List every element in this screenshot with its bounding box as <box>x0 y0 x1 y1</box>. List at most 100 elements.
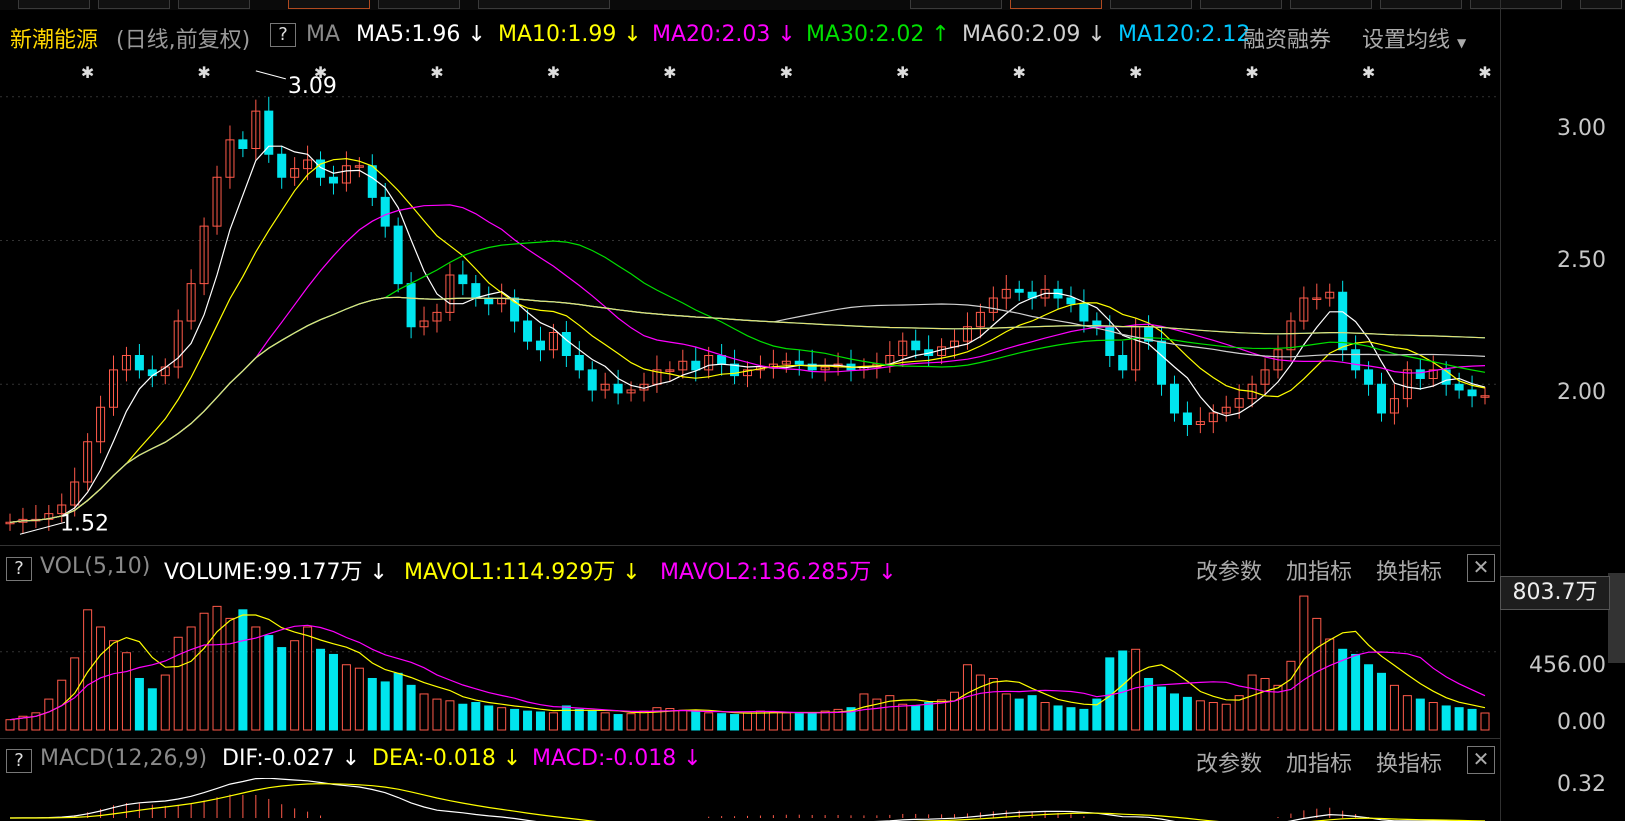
scroll-handle[interactable] <box>1608 573 1625 663</box>
volume-bar <box>1001 693 1011 731</box>
toolbar-tab[interactable] <box>1580 0 1622 9</box>
swap-indicator-link[interactable]: 换指标 <box>1376 752 1443 777</box>
candle-body <box>121 355 131 371</box>
candle-body <box>1364 369 1374 385</box>
candle-body <box>510 297 520 322</box>
macd-indicator-label[interactable]: MACD(12,26,9) <box>40 746 208 771</box>
toolbar-tab[interactable] <box>1380 0 1462 9</box>
toolbar-tab[interactable] <box>478 0 610 9</box>
toolbar-tab[interactable] <box>1290 0 1372 9</box>
price-chart[interactable]: ✱ ✱ ✱ ✱ ✱ ✱ ✱ ✱ ✱ ✱ ✱ ✱ ✱3.091.52 <box>0 58 1500 538</box>
volume-bar <box>626 713 636 731</box>
candle-body <box>458 274 468 285</box>
ma60-line <box>9 296 1486 523</box>
candle-body <box>898 340 908 356</box>
volume-bar <box>1014 698 1024 731</box>
candle-body <box>781 360 791 365</box>
low-price-label: 1.52 <box>60 511 109 536</box>
volume-bar <box>833 708 843 731</box>
volume-bar <box>1195 700 1205 731</box>
add-indicator-link[interactable]: 加指标 <box>1286 560 1353 585</box>
candle-body <box>1221 406 1231 414</box>
volume-bar <box>1402 695 1412 731</box>
volume-tick-label: 0.00 <box>1557 710 1606 735</box>
help-icon[interactable]: ? <box>6 749 32 773</box>
volume-bar <box>44 698 54 731</box>
candle-body <box>70 481 80 506</box>
volume-bar <box>458 703 468 731</box>
macd-tick-label: 0.32 <box>1557 772 1606 797</box>
swap-indicator-link[interactable]: 换指标 <box>1376 560 1443 585</box>
volume-bar <box>652 707 662 731</box>
volume-bar <box>755 710 765 731</box>
toolbar-tab[interactable] <box>1010 0 1102 9</box>
help-icon[interactable]: ? <box>6 557 32 581</box>
event-marker-icon: ✱ <box>780 63 793 82</box>
volume-bar <box>872 698 882 731</box>
toolbar-tab[interactable] <box>18 0 90 9</box>
toolbar-tab[interactable] <box>1200 0 1282 9</box>
volume-bar <box>911 705 921 731</box>
candle-body <box>1454 383 1464 391</box>
event-marker-icon: ✱ <box>1129 63 1142 82</box>
volume-bar <box>885 695 895 731</box>
stock-name[interactable]: 新潮能源 <box>10 28 99 53</box>
candle-body <box>199 225 209 285</box>
volume-bar <box>5 719 15 731</box>
top-toolbar-strip <box>0 0 1625 10</box>
toolbar-tab[interactable] <box>1470 0 1562 9</box>
volume-bar <box>367 677 377 731</box>
volume-bar <box>807 712 817 731</box>
candle-body <box>1157 340 1167 385</box>
toolbar-tab[interactable] <box>98 0 170 9</box>
volume-chart[interactable] <box>0 586 1500 736</box>
change-params-link[interactable]: 改参数 <box>1196 560 1263 585</box>
volume-bar <box>173 636 183 731</box>
candle-body <box>354 165 364 168</box>
toolbar-tab[interactable] <box>1110 0 1192 9</box>
margin-trading-link[interactable]: 融资融券 <box>1243 28 1332 53</box>
volume-bar <box>83 609 93 731</box>
candle-body <box>1066 297 1076 305</box>
close-icon[interactable]: ✕ <box>1467 746 1495 774</box>
candle-body <box>600 383 610 391</box>
candle-body <box>1351 349 1361 371</box>
add-indicator-link[interactable]: 加指标 <box>1286 752 1353 777</box>
volume-bar <box>290 640 300 731</box>
help-icon[interactable]: ? <box>270 23 296 47</box>
event-marker-icon: ✱ <box>430 63 443 82</box>
close-icon[interactable]: ✕ <box>1467 554 1495 582</box>
event-marker-icon: ✱ <box>547 63 560 82</box>
volume-bar <box>898 703 908 731</box>
candle-body <box>238 139 248 149</box>
macd-header: ? MACD(12,26,9) DIF:-0.027 ↓ DEA:-0.018 … <box>0 740 1500 778</box>
candle-body <box>419 320 429 328</box>
period-label: (日线,前复权) <box>116 28 251 53</box>
candle-body <box>1208 412 1218 423</box>
volume-bar <box>1286 660 1296 731</box>
volume-bar <box>1247 674 1257 731</box>
volume-bar <box>639 710 649 731</box>
ma120-value: MA120:2.12 <box>1118 22 1248 47</box>
volume-value: VOLUME:99.177万 ↓ <box>164 560 388 585</box>
dea-value: DEA:-0.018 ↓ <box>372 746 522 771</box>
toolbar-tab[interactable] <box>378 0 460 9</box>
volume-bar <box>1480 712 1490 731</box>
toolbar-tab[interactable] <box>288 0 370 9</box>
macd-chart[interactable] <box>0 778 1500 821</box>
ma-label[interactable]: MA <box>306 22 341 47</box>
set-ma-button[interactable]: 设置均线 ▼ <box>1362 28 1467 53</box>
candle-body <box>1389 398 1399 414</box>
toolbar-tab[interactable] <box>178 0 250 9</box>
toolbar-tab[interactable] <box>910 0 1002 9</box>
panel-divider <box>0 545 1500 546</box>
vol-indicator-label[interactable]: VOL(5,10) <box>40 554 151 579</box>
volume-bar <box>108 640 119 731</box>
change-params-link[interactable]: 改参数 <box>1196 752 1263 777</box>
candle-body <box>678 360 688 371</box>
candle-body <box>290 168 300 178</box>
candle-body <box>820 366 830 371</box>
mavol2-value: MAVOL2:136.285万 ↓ <box>660 560 897 585</box>
candle-body <box>406 283 416 328</box>
candle-body <box>57 504 67 515</box>
